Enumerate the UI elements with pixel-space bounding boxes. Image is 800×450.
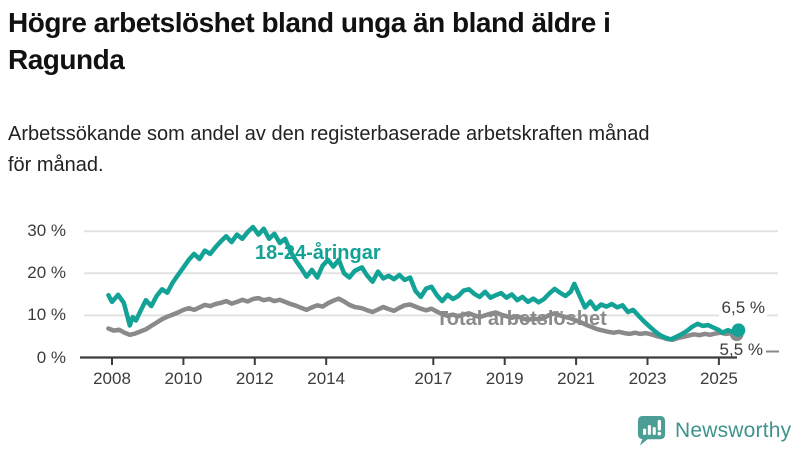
brand-name: Newsworthy bbox=[675, 418, 792, 442]
x-axis-label: 2025 bbox=[699, 369, 738, 388]
series-label-total: Total arbetslöshet bbox=[436, 308, 607, 330]
series-line bbox=[106, 224, 741, 342]
page-title: Högre arbetslöshet bland unga än bland ä… bbox=[8, 4, 748, 78]
bar-chart-speech-bubble-icon bbox=[636, 414, 667, 447]
x-axis-label: 2012 bbox=[235, 369, 274, 388]
title-line-1: Högre arbetslöshet bland unga än bland ä… bbox=[8, 7, 611, 38]
chart-subtitle: Arbetssökande som andel av den registerb… bbox=[8, 119, 788, 181]
newsworthy-logo: Newsworthy bbox=[636, 414, 791, 447]
y-axis-label: 30 % bbox=[27, 221, 66, 241]
x-axis-label: 2019 bbox=[485, 369, 524, 388]
end-value-label-total: 5,5 % bbox=[719, 340, 763, 359]
series-label-young: 18-24-åringar bbox=[255, 242, 381, 264]
y-axis-label: 20 % bbox=[27, 263, 66, 283]
y-axis-label: 10 % bbox=[27, 305, 66, 325]
subtitle-line-1: Arbetssökande som andel av den registerb… bbox=[8, 123, 650, 145]
title-line-2: Ragunda bbox=[8, 44, 125, 75]
series-line bbox=[106, 295, 740, 343]
y-axis-label: 0 % bbox=[36, 347, 66, 367]
x-axis-label: 2021 bbox=[557, 369, 595, 388]
x-axis-label: 2023 bbox=[628, 369, 667, 388]
subtitle-line-2: för månad. bbox=[8, 154, 104, 176]
x-axis-label: 2014 bbox=[307, 369, 346, 388]
x-axis-label: 2017 bbox=[414, 369, 453, 388]
series-end-dot bbox=[731, 323, 746, 337]
x-axis-label: 2010 bbox=[164, 369, 203, 388]
x-axis-label: 2008 bbox=[93, 369, 131, 388]
end-value-label-young: 6,5 % bbox=[718, 298, 767, 318]
